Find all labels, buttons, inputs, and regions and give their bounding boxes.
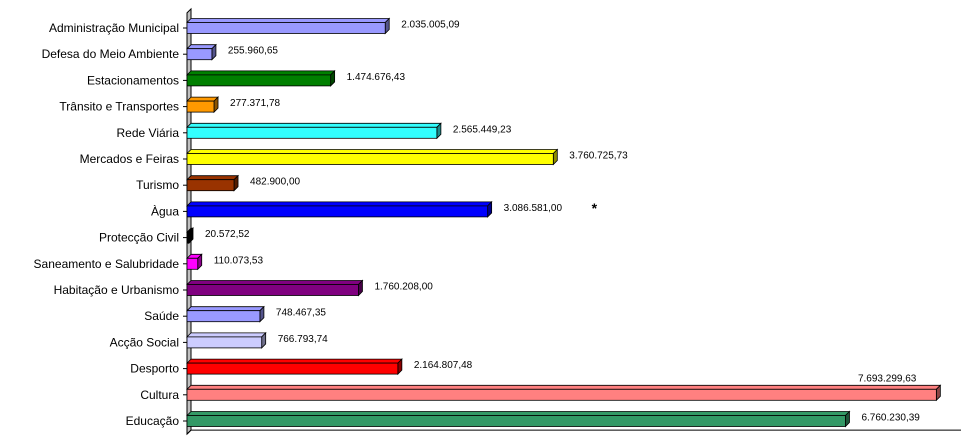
- value-label: 766.793,74: [278, 334, 328, 345]
- bar-top: [186, 149, 559, 154]
- bar: [186, 205, 489, 218]
- bar: [186, 22, 386, 34]
- value-label: 2.164.807,48: [414, 360, 473, 371]
- bar-top: [186, 44, 217, 50]
- category-label: Acção Social: [110, 335, 179, 349]
- value-label: 482.900,00: [250, 177, 300, 188]
- bar-top: [186, 175, 240, 181]
- category-label: Mercados e Feiras: [80, 152, 179, 166]
- bar: [186, 74, 332, 87]
- bar-top: [186, 96, 219, 102]
- value-label: 20.572,52: [205, 229, 250, 240]
- value-label: 277.371,78: [230, 98, 280, 109]
- category-label: Protecção Civil: [99, 231, 179, 245]
- value-label: 6.760.230,39: [861, 413, 920, 424]
- value-label: 1.760.208,00: [374, 282, 433, 293]
- bar-top: [186, 122, 442, 128]
- annotation-label: *: [592, 200, 598, 216]
- value-label: 2.035.005,09: [401, 20, 460, 31]
- value-label: 3.760.725,73: [569, 151, 628, 162]
- bar-top: [186, 411, 851, 416]
- bar: [186, 310, 261, 323]
- value-label: 1.474.676,43: [347, 72, 406, 83]
- category-label: Cultura: [140, 388, 179, 402]
- category-label: Trânsito e Transportes: [59, 100, 179, 114]
- value-label: 748.467,35: [276, 308, 326, 319]
- x-axis-line: [186, 429, 961, 435]
- value-label: 2.565.449,23: [453, 124, 512, 135]
- bar-top: [186, 70, 336, 76]
- category-label: Turismo: [136, 178, 179, 192]
- category-label: Rede Viária: [117, 126, 180, 140]
- category-label: Saneamento e Salubridade: [34, 257, 180, 271]
- value-label: 7.693.299,63: [858, 373, 917, 384]
- bar: [186, 48, 213, 61]
- category-label: Defesa do Meio Ambiente: [42, 47, 180, 61]
- bar-top: [186, 18, 391, 23]
- bar: [186, 415, 846, 427]
- category-label: Saúde: [144, 309, 179, 323]
- bar: [186, 179, 235, 192]
- bar-top: [186, 306, 265, 312]
- bar: [186, 257, 199, 270]
- bar-top: [186, 280, 364, 285]
- bar-top: [186, 358, 403, 364]
- bar-top: [186, 332, 267, 338]
- bar: [186, 126, 438, 139]
- category-label: Desporto: [130, 362, 179, 376]
- bar-top: [186, 384, 942, 390]
- bar-top: [186, 201, 493, 207]
- bar: [186, 284, 359, 296]
- value-label: 3.086.581,00: [504, 203, 563, 214]
- category-label: Administração Municipal: [49, 21, 179, 35]
- bar: [186, 153, 554, 165]
- bar: [186, 100, 215, 113]
- category-label: Educação: [126, 414, 180, 428]
- category-label: Àgua: [151, 203, 179, 218]
- bar: [186, 336, 263, 349]
- bar: [186, 388, 937, 401]
- bar: [186, 362, 399, 375]
- category-label: Estacionamentos: [87, 73, 179, 87]
- category-label: Habitação e Urbanismo: [54, 283, 180, 297]
- bar: [186, 231, 190, 244]
- value-label: 110.073,53: [214, 255, 264, 266]
- value-label: 255.960,65: [228, 46, 278, 57]
